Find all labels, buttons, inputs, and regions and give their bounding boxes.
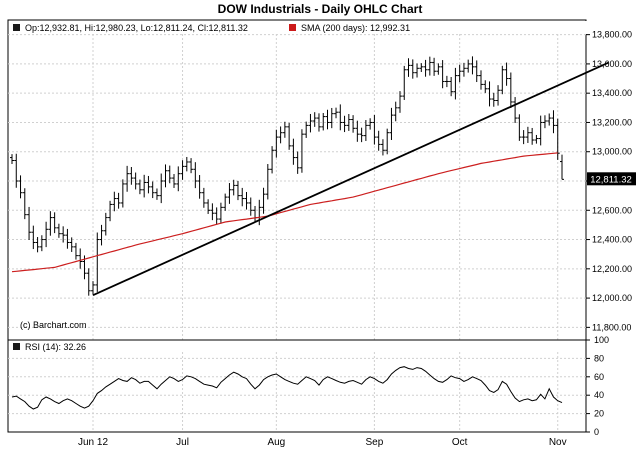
trendline (92, 61, 610, 296)
price-tick-label: 12,000.00 (592, 293, 632, 303)
rsi-axis: 0 20 40 60 80 100 (586, 335, 609, 437)
last-value-label: 12,811.32 (590, 174, 632, 185)
x-tick-label: Jun 12 (78, 437, 108, 448)
rsi-gridlines (8, 352, 586, 432)
price-tick-label: 12,400.00 (592, 235, 632, 245)
price-tick-label: 11,800.00 (592, 322, 631, 332)
sma-legend-label: SMA (200 days): 12,992.31 (301, 23, 410, 33)
rsi-tick-label: 20 (594, 409, 604, 419)
sma-legend-swatch (289, 24, 296, 31)
rsi-legend-swatch (13, 343, 20, 350)
x-tick-label: Jul (176, 437, 189, 448)
rsi-tick-label: 0 (594, 427, 599, 437)
watermark: (c) Barchart.com (20, 320, 87, 330)
price-tick-label: 13,400.00 (592, 88, 632, 98)
last-value-box (587, 172, 636, 186)
x-tick-label: Oct (452, 437, 468, 448)
rsi-tick-label: 40 (594, 390, 604, 400)
price-tick-label: 12,200.00 (592, 264, 632, 274)
chart-title: DOW Industrials - Daily OHLC Chart (218, 2, 423, 16)
rsi-legend-label: RSI (14): 32.26 (25, 342, 86, 352)
price-tick-label: 13,600.00 (592, 59, 632, 69)
x-axis-labels: Jun 12 Jul Aug Sep Oct Nov (78, 437, 567, 448)
rsi-line (11, 366, 563, 410)
x-tick-label: Aug (267, 437, 285, 448)
rsi-legend-band (9, 341, 129, 353)
rsi-tick-label: 60 (594, 372, 604, 382)
rsi-tick-label: 100 (594, 335, 609, 345)
rsi-tick-label: 80 (594, 353, 604, 363)
x-tick-label: Nov (549, 437, 567, 448)
price-tick-label: 13,200.00 (592, 117, 632, 127)
price-legend-band (9, 21, 587, 34)
price-tick-label: 13,000.00 (592, 147, 632, 157)
price-gridlines (8, 34, 586, 342)
price-tick-label: 13,800.00 (592, 30, 632, 40)
rsi-panel (7, 339, 587, 433)
sma-line (11, 152, 558, 273)
x-tick-label: Sep (366, 437, 384, 448)
price-tick-label: 12,600.00 (592, 205, 632, 215)
ohlc-legend-label: Op:12,932.81, Hi:12,980.23, Lo:12,811.24… (25, 23, 248, 33)
ohlc-legend-swatch (13, 24, 20, 31)
price-bars (10, 56, 564, 296)
